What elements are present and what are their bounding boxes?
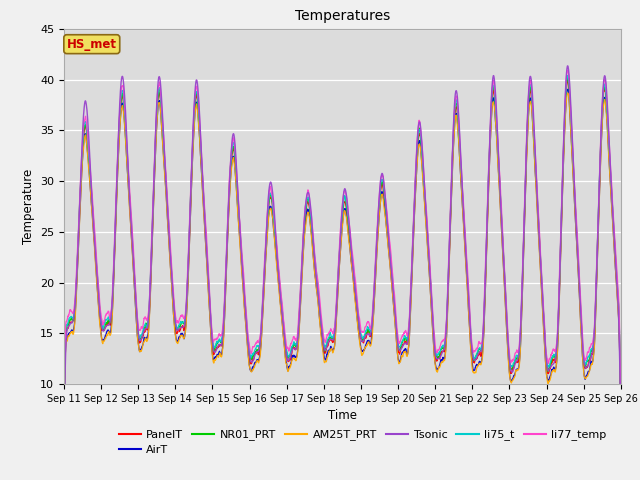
Text: HS_met: HS_met (67, 37, 116, 51)
X-axis label: Time: Time (328, 409, 357, 422)
Legend: PanelT, AirT, NR01_PRT, AM25T_PRT, Tsonic, li75_t, li77_temp: PanelT, AirT, NR01_PRT, AM25T_PRT, Tsoni… (114, 425, 611, 459)
Y-axis label: Temperature: Temperature (22, 169, 35, 244)
Title: Temperatures: Temperatures (295, 10, 390, 24)
